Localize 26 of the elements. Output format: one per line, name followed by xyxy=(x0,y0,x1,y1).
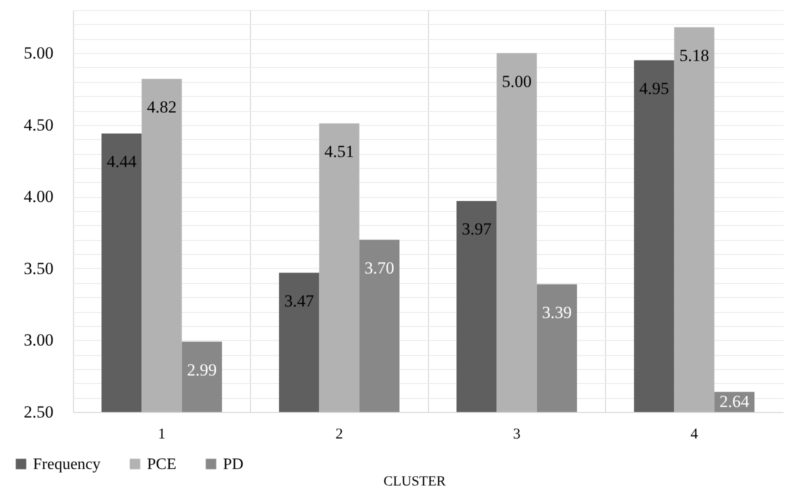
x-tick-label: 2 xyxy=(336,426,343,442)
data-label: 2.64 xyxy=(720,392,750,411)
data-label: 5.00 xyxy=(502,72,532,91)
data-label: 4.95 xyxy=(639,78,669,98)
data-label: 4.44 xyxy=(106,152,137,172)
x-tick-label: 3 xyxy=(513,426,520,442)
data-label: 3.47 xyxy=(284,291,314,310)
x-axis-title: CLUSTER xyxy=(384,474,446,489)
x-tick-label: 4 xyxy=(690,426,698,442)
y-tick-label: 2.50 xyxy=(24,402,54,422)
data-label: 3.97 xyxy=(462,220,492,239)
y-tick-label: 3.00 xyxy=(24,330,54,350)
data-label: 4.82 xyxy=(146,98,177,117)
legend-label: Frequency xyxy=(33,456,101,473)
data-label: 5.18 xyxy=(679,46,710,65)
legend-label: PD xyxy=(223,456,244,473)
y-tick-label: 5.00 xyxy=(24,44,54,63)
y-tick-label: 4.50 xyxy=(24,115,54,134)
data-label: 3.39 xyxy=(542,302,572,322)
y-tick-label: 4.00 xyxy=(24,187,54,206)
legend-label: PCE xyxy=(147,456,176,473)
data-label: 3.70 xyxy=(364,258,394,278)
data-label: 2.99 xyxy=(187,360,217,380)
y-tick-label: 3.50 xyxy=(24,258,54,278)
data-label: 4.51 xyxy=(324,142,354,162)
x-tick-label: 1 xyxy=(158,426,166,442)
